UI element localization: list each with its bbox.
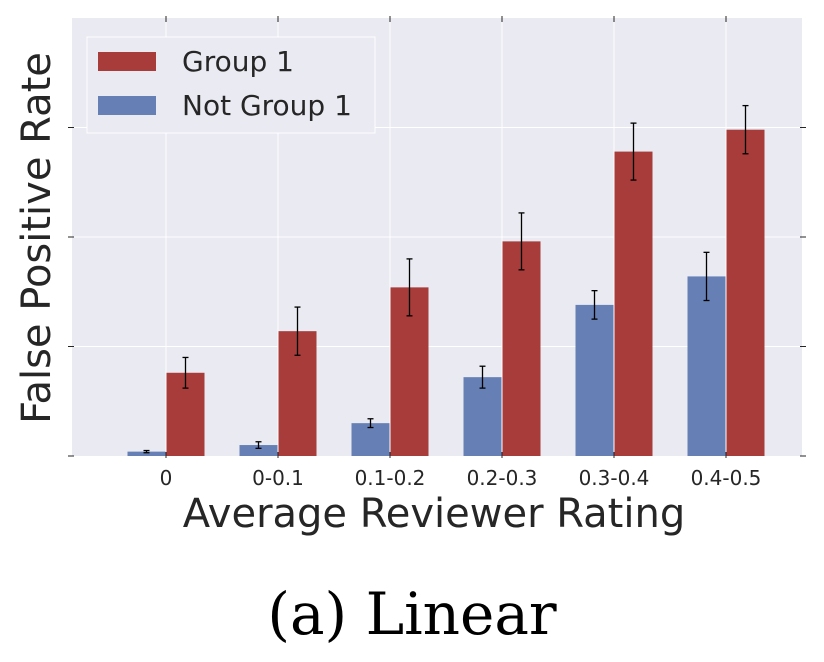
x-tick-label: 0-0.1 (252, 466, 304, 490)
x-tick-label: 0.2-0.3 (467, 466, 538, 490)
axis-ticks (68, 16, 806, 458)
bar-not-group-1 (239, 445, 278, 456)
bar-not-group-1 (463, 377, 502, 456)
x-tick-label: 0.3-0.4 (579, 466, 650, 490)
legend-swatch-not-group-1 (98, 96, 156, 115)
legend-label-not-group-1: Not Group 1 (182, 89, 352, 122)
y-axis-title: False Positive Rate (14, 52, 60, 424)
bar-group-1 (726, 129, 765, 456)
x-tick-label: 0 (160, 466, 173, 490)
x-axis-title: Average Reviewer Rating (183, 491, 685, 537)
bar-group-1 (614, 151, 653, 456)
bar-group-1 (502, 241, 541, 456)
x-tick-label: 0.1-0.2 (355, 466, 426, 490)
bar-not-group-1 (687, 276, 726, 456)
legend-label-group-1: Group 1 (182, 45, 294, 78)
bar-not-group-1 (351, 423, 390, 456)
bar-not-group-1 (575, 304, 614, 456)
x-tick-labels: 0 0-0.1 0.1-0.2 0.2-0.3 0.3-0.4 0.4-0.5 (160, 466, 762, 490)
bar-chart: 0 0-0.1 0.1-0.2 0.2-0.3 0.3-0.4 0.4-0.5 Avera… (14, 16, 806, 537)
legend: Group 1 Not Group 1 (86, 36, 376, 134)
bars (127, 104, 765, 456)
bar-not-group-1 (127, 451, 166, 456)
x-tick-label: 0.4-0.5 (691, 466, 762, 490)
figure-caption: (a) Linear (267, 580, 557, 648)
legend-swatch-group-1 (98, 52, 156, 71)
